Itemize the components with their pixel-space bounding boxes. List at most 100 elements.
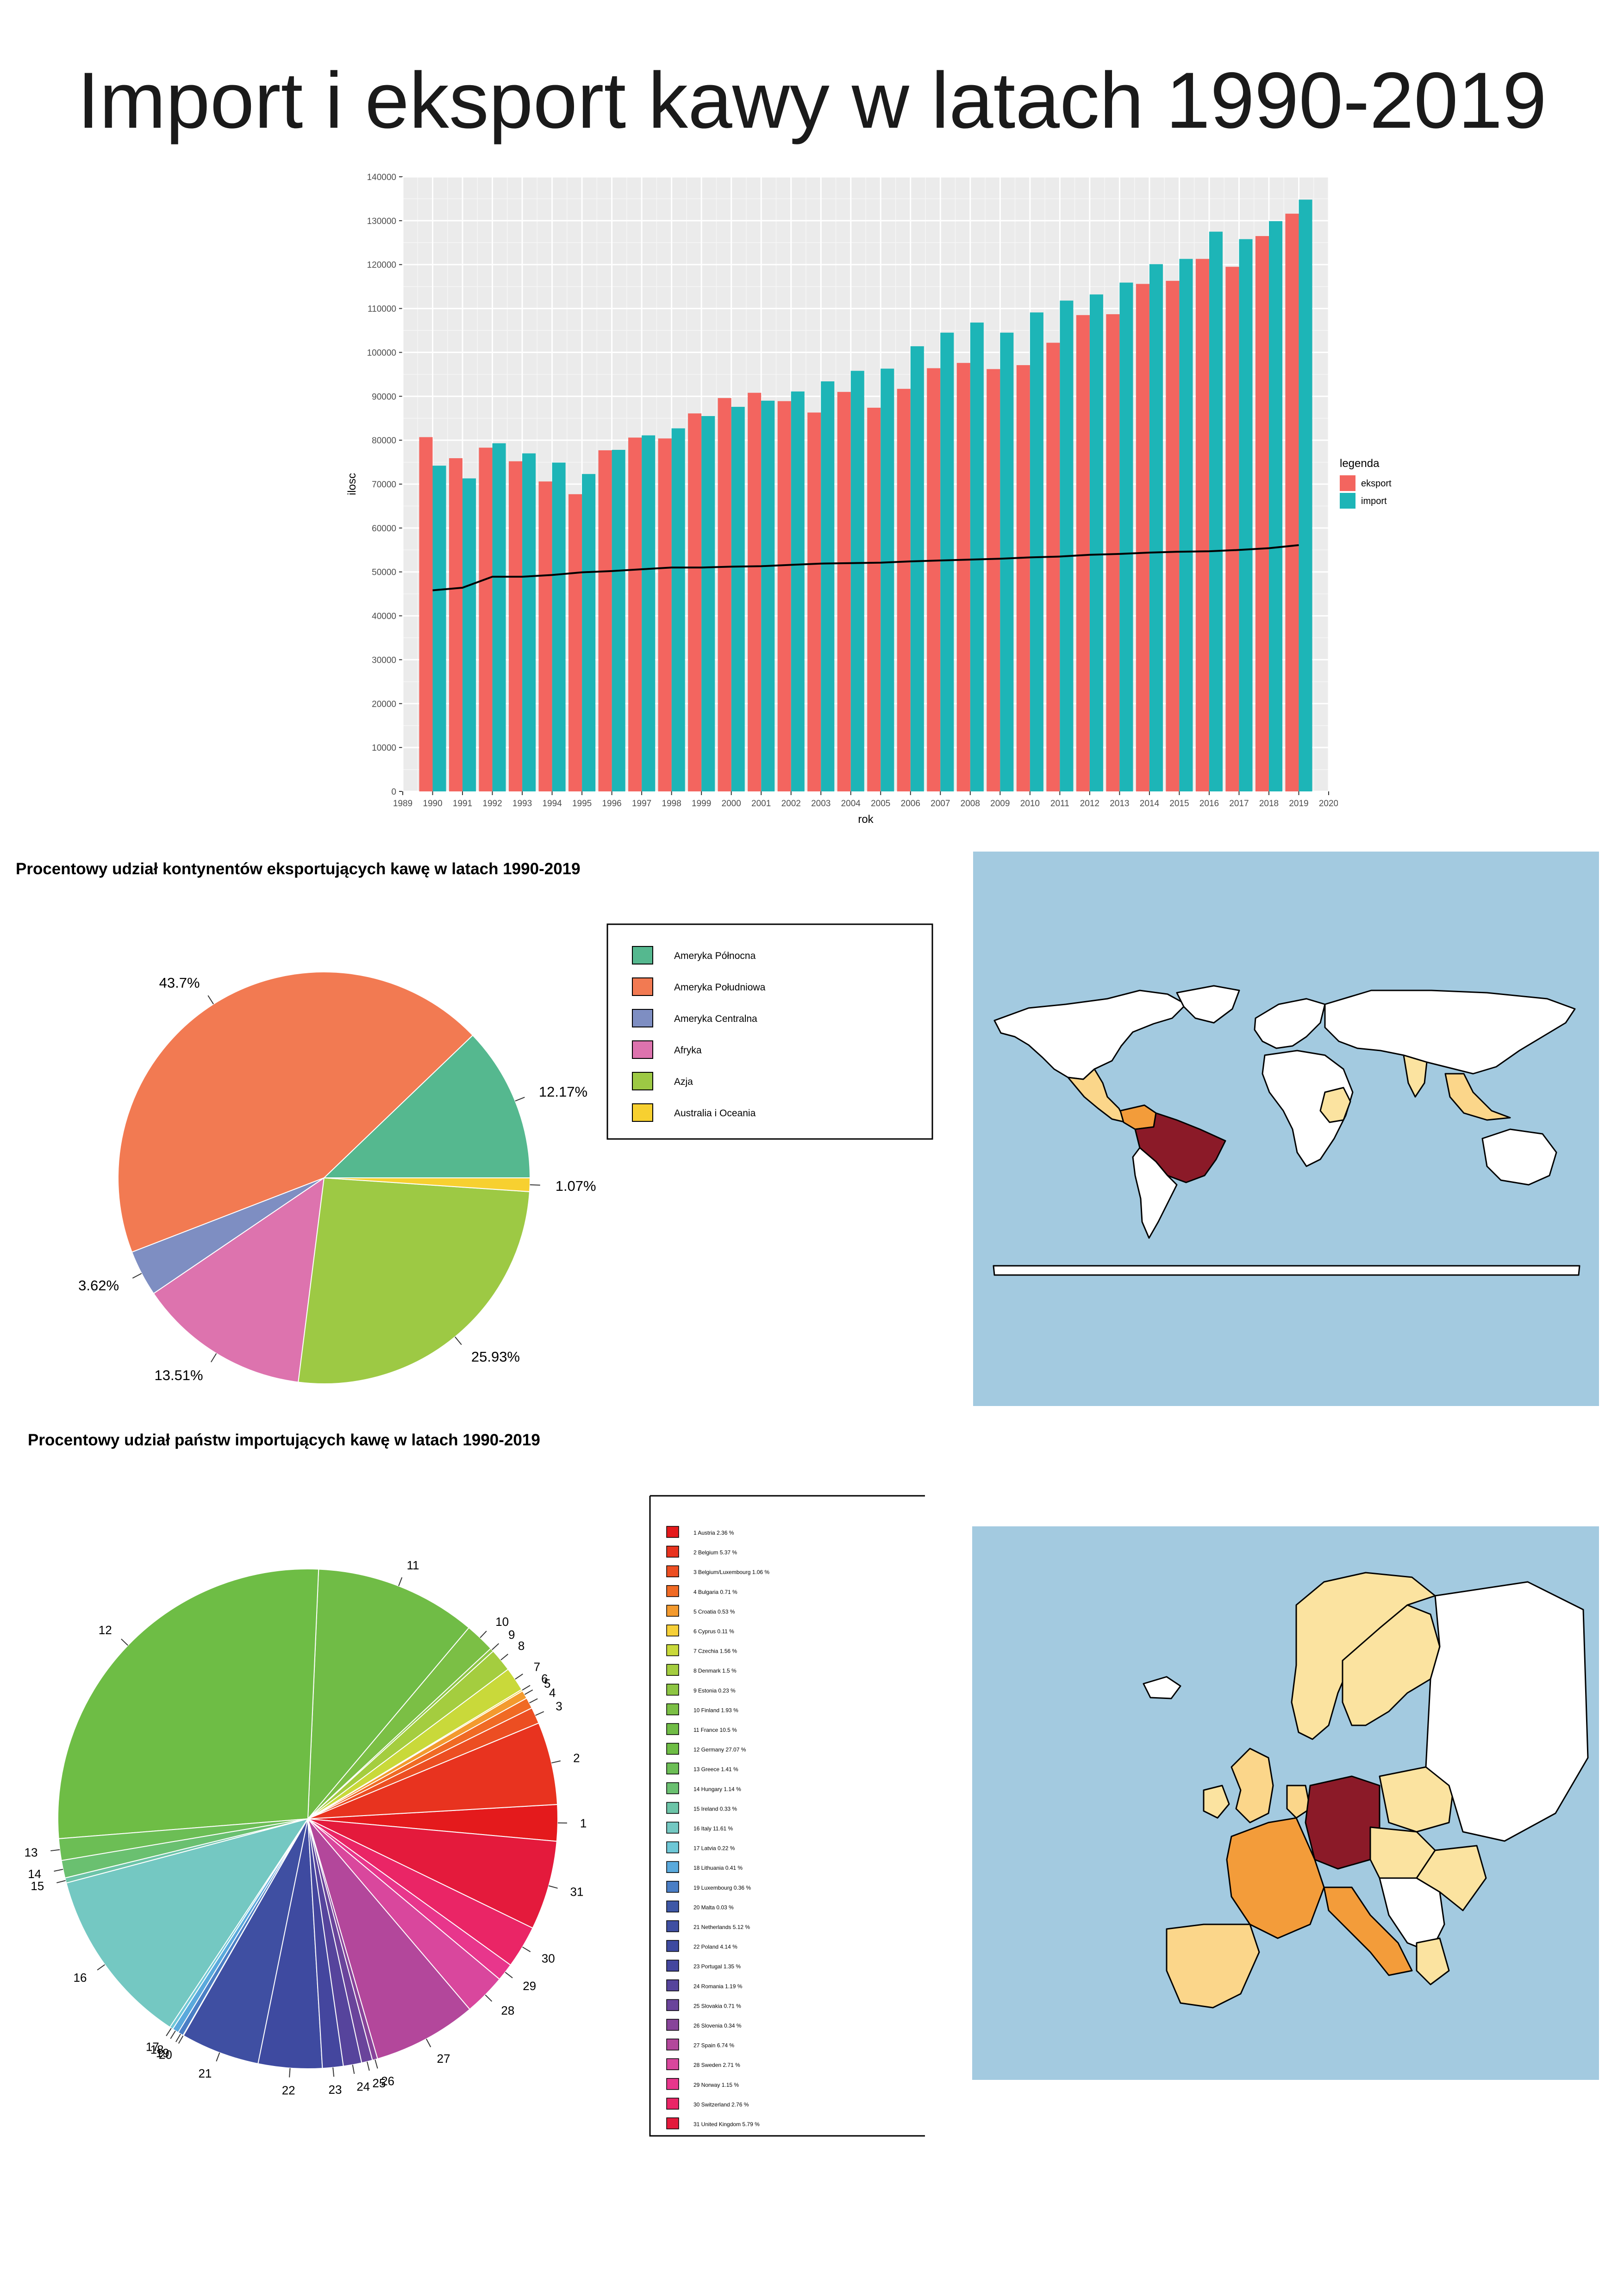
pie1-value-label: 1.07% [556, 1178, 596, 1194]
bar-eksport-2004 [837, 392, 851, 791]
y-tick-label: 70000 [372, 480, 396, 490]
bar-import-1994 [552, 462, 566, 791]
legend1-swatch [632, 1009, 653, 1027]
bar-import-2007 [940, 332, 954, 791]
pie2-leader [425, 2039, 431, 2047]
x-tick-label: 2011 [1050, 799, 1069, 809]
bar-import-1999 [701, 416, 715, 791]
bar-import-1998 [671, 428, 685, 791]
ocean [973, 852, 1599, 1406]
x-tick-label: 1994 [542, 799, 562, 809]
y-tick-label: 40000 [372, 612, 396, 622]
pie2-leader [175, 2034, 181, 2042]
iceland [1143, 1676, 1181, 1699]
x-tick-label: 2009 [990, 799, 1010, 809]
legend2-swatch [666, 2078, 679, 2090]
x-tick-label: 2018 [1259, 799, 1279, 809]
world-map [973, 852, 1599, 1406]
x-tick-label: 1990 [423, 799, 442, 809]
pie2-leader [515, 1674, 523, 1680]
legend2-label: 19 Luxembourg 0.36 % [693, 1885, 751, 1891]
x-tick-label: 2001 [751, 799, 771, 809]
legend2-label: 21 Netherlands 5.12 % [693, 1924, 750, 1930]
legend1-swatch [632, 946, 653, 964]
x-tick-label: 2015 [1169, 799, 1189, 809]
x-tick-label: 1996 [602, 799, 621, 809]
bar-import-2009 [1000, 332, 1014, 791]
continent-legend: Ameryka Północna Ameryka Południowa Ameryk… [606, 923, 933, 1140]
bar-eksport-2013 [1106, 314, 1120, 791]
bar-import-1995 [582, 474, 596, 791]
x-tick-label: 1992 [482, 799, 502, 809]
pie2-slice-number: 15 [31, 1879, 44, 1893]
legend2-swatch [666, 1881, 679, 1893]
x-tick-label: 1989 [393, 799, 412, 809]
bar-eksport-2012 [1076, 315, 1090, 791]
bar-eksport-2005 [867, 407, 881, 791]
germany [1305, 1775, 1380, 1870]
pie2-leader [505, 1972, 513, 1979]
y-tick-label: 80000 [372, 436, 396, 446]
legend1-swatch [632, 1072, 653, 1090]
y-tick-label: 50000 [372, 568, 396, 578]
legend2-label: 2 Belgium 5.37 % [693, 1549, 737, 1556]
pie2-leader [485, 1994, 493, 2002]
africa [1262, 1050, 1354, 1167]
north-america-landmass [993, 989, 1187, 1080]
ireland [1203, 1785, 1230, 1819]
pie2-slice-number: 28 [501, 2004, 514, 2017]
bar-import-2017 [1239, 239, 1253, 791]
legend2-label: 18 Lithuania 0.41 % [693, 1865, 743, 1871]
legend-label-import: import [1361, 496, 1387, 506]
pie1-value-label: 3.62% [78, 1277, 119, 1294]
bar-import-2011 [1060, 300, 1074, 792]
bar-eksport-1992 [479, 448, 493, 791]
legend-frame [649, 1495, 925, 2137]
y-tick-label: 20000 [372, 699, 396, 709]
legend2-swatch [666, 1802, 679, 1814]
pie1-leader [515, 1096, 525, 1101]
legend2-label: 4 Bulgaria 0.71 % [693, 1589, 737, 1595]
benelux [1286, 1785, 1311, 1819]
east-africa-producers [1319, 1087, 1351, 1123]
legend2-label: 16 Italy 11.61 % [693, 1825, 733, 1832]
bar-import-2006 [910, 346, 924, 791]
bar-import-1996 [612, 450, 625, 791]
bar-import-2018 [1268, 221, 1282, 792]
bar-import-1997 [642, 435, 656, 791]
bar-import-2000 [731, 407, 745, 791]
y-tick-label: 10000 [372, 743, 396, 753]
x-tick-label: 2020 [1319, 799, 1338, 809]
sweden-finland [1342, 1604, 1441, 1726]
legend2-label: 26 Slovenia 0.34 % [693, 2022, 742, 2029]
bar-import-2013 [1119, 282, 1133, 791]
x-tick-label: 1991 [453, 799, 472, 809]
bar-import-2003 [821, 381, 835, 791]
pie2-leader [500, 1654, 508, 1661]
bar-eksport-1997 [628, 437, 642, 791]
x-tick-label: 2008 [961, 799, 980, 809]
bar-legend: legenda eksport import [1340, 457, 1392, 509]
pie1-leader [132, 1273, 142, 1279]
y-tick-label: 120000 [367, 261, 396, 270]
y-tick-label: 90000 [372, 392, 396, 402]
bar-eksport-2006 [897, 389, 911, 791]
pie2-slice-number: 10 [495, 1615, 509, 1629]
pie2-leader [367, 2061, 370, 2071]
legend-title: legenda [1340, 457, 1380, 470]
y-tick-label: 30000 [372, 655, 396, 665]
pie2-slice-11 [307, 1568, 470, 1820]
y-tick-label: 100000 [367, 348, 396, 358]
pie1-leader [207, 995, 214, 1005]
pie2-slice-number: 16 [73, 1971, 87, 1985]
trend-line [432, 544, 1299, 591]
legend2-swatch [666, 1999, 679, 2011]
iberia [1166, 1923, 1260, 2009]
vietnam-indonesia [1444, 1073, 1511, 1121]
bar-eksport-2007 [927, 368, 941, 791]
legend2-label: 8 Denmark 1.5 % [693, 1668, 737, 1674]
pie2-slice-number: 29 [523, 1979, 536, 1993]
legend-label-eksport: eksport [1361, 479, 1392, 489]
pie2-leader [492, 1643, 500, 1650]
